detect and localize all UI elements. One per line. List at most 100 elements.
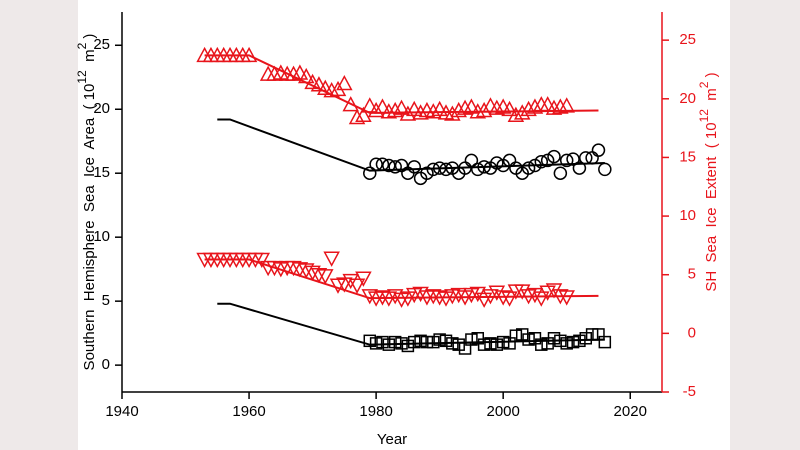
square-marker <box>477 338 491 351</box>
x-tick-label: 1940 <box>105 403 138 420</box>
triangle-down-marker <box>552 289 569 305</box>
square-marker <box>471 332 485 345</box>
square-marker <box>560 337 573 350</box>
square-marker <box>535 338 548 351</box>
trend-line <box>217 118 605 172</box>
triangle-down-marker <box>342 273 359 290</box>
y2-axis-label-part: SH Sea Ice Extent ( 10 <box>703 122 720 291</box>
triangle-down-marker <box>399 291 417 307</box>
trend-line <box>217 302 605 346</box>
triangle-down-marker <box>558 290 575 306</box>
circle-marker <box>490 156 504 170</box>
square-marker <box>388 335 402 349</box>
circle-marker <box>464 153 479 168</box>
circle-marker <box>388 160 402 174</box>
square-marker <box>528 332 542 345</box>
y2-axis-label-part: 2 <box>697 81 711 88</box>
triangle-down-marker <box>412 286 429 303</box>
triangle-up-marker <box>348 108 366 125</box>
y-axis-label: Southern Hemisphere Sea Ice Area ( 1012 … <box>75 34 98 371</box>
circle-marker <box>534 154 549 169</box>
triangle-down-marker <box>336 277 353 293</box>
x-tick-label: 1960 <box>232 403 265 420</box>
circle-marker <box>566 152 580 166</box>
triangle-down-marker <box>285 260 302 277</box>
y-tick-label: 5 <box>102 292 110 309</box>
circle-marker <box>477 160 491 174</box>
square-marker <box>496 335 510 349</box>
triangle-up-marker <box>240 46 258 63</box>
square-marker <box>363 334 377 348</box>
square-marker <box>369 337 383 350</box>
triangle-down-marker <box>323 251 340 267</box>
triangle-down-marker <box>533 291 550 307</box>
square-marker <box>484 337 497 350</box>
y-axis-label-part: 2 <box>75 42 89 49</box>
square-marker <box>401 339 415 353</box>
triangle-up-marker <box>463 98 480 114</box>
square-marker <box>414 334 427 348</box>
triangle-up-marker <box>367 101 385 118</box>
triangle-down-marker <box>304 265 321 281</box>
triangle-up-marker <box>291 64 309 80</box>
y2-tick-label: -5 <box>683 383 696 400</box>
triangle-down-marker <box>475 292 493 308</box>
triangle-up-marker <box>558 97 575 113</box>
triangle-up-marker <box>297 67 315 84</box>
triangle-up-marker <box>355 106 372 122</box>
circle-marker <box>375 157 390 172</box>
x-axis-label: Year <box>377 431 407 448</box>
triangle-down-marker <box>501 291 518 307</box>
triangle-up-marker <box>374 98 391 114</box>
triangle-up-marker <box>336 74 353 91</box>
y2-tick-label: 15 <box>679 148 696 165</box>
y2-tick-label: 0 <box>688 324 696 341</box>
triangle-up-marker <box>520 100 537 117</box>
square-marker <box>452 338 465 351</box>
y2-tick-label: 5 <box>688 266 696 283</box>
triangle-up-marker <box>488 99 506 115</box>
triangle-up-marker <box>386 101 404 118</box>
triangle-up-marker <box>412 104 429 120</box>
y-axis-label-part: Southern Hemisphere Sea Ice Area ( 10 <box>81 84 98 371</box>
square-marker <box>433 333 446 346</box>
square-marker <box>566 335 580 349</box>
circle-marker <box>598 162 612 177</box>
circle-marker <box>363 166 377 180</box>
y-axis-label-part: ) <box>81 34 98 43</box>
square-marker <box>446 337 459 350</box>
triangle-up-marker <box>323 81 340 98</box>
triangle-down-marker <box>355 271 372 287</box>
square-marker <box>439 334 453 348</box>
triangle-up-marker <box>431 100 448 117</box>
triangle-down-marker <box>310 267 328 284</box>
square-marker <box>509 329 523 342</box>
triangle-down-marker <box>488 285 506 301</box>
triangle-down-marker <box>291 262 309 278</box>
triangle-up-marker <box>469 103 487 119</box>
triangle-up-marker <box>545 99 563 115</box>
square-marker <box>554 334 567 348</box>
triangle-up-marker <box>361 97 379 113</box>
square-marker <box>427 335 440 349</box>
square-marker <box>395 337 408 350</box>
triangle-down-marker <box>494 290 512 306</box>
circle-marker <box>439 162 453 177</box>
circle-marker <box>559 153 574 168</box>
triangle-up-marker <box>507 106 525 122</box>
square-marker <box>458 342 472 355</box>
triangle-down-marker <box>425 289 442 305</box>
triangle-up-marker <box>285 65 302 81</box>
circle-marker <box>407 160 421 174</box>
circle-marker <box>521 161 536 175</box>
y2-tick-label: 25 <box>679 31 696 48</box>
triangle-down-marker <box>317 269 334 285</box>
triangle-up-marker <box>342 96 359 112</box>
y2-tick-label: 20 <box>679 90 696 107</box>
circle-marker <box>547 149 561 164</box>
circle-marker <box>579 151 593 165</box>
triangle-up-marker <box>310 76 328 92</box>
square-marker <box>522 333 535 346</box>
square-marker <box>376 335 389 349</box>
